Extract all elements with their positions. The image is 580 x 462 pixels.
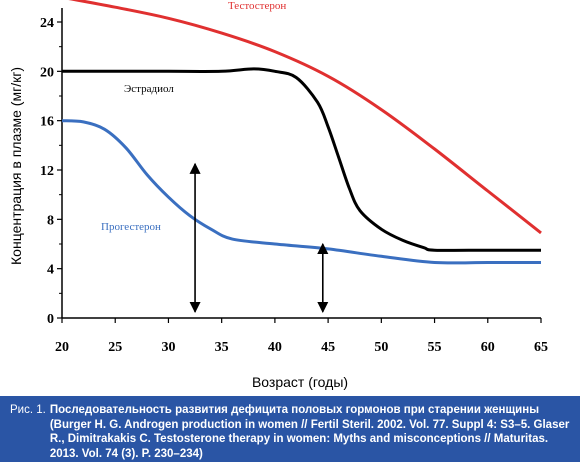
series-line-2 xyxy=(62,119,541,265)
y-tick-label: 12 xyxy=(40,164,54,179)
x-tick-label: 40 xyxy=(268,340,282,355)
series-layer xyxy=(62,0,542,265)
y-tick-label: 4 xyxy=(47,263,54,278)
x-tick-label: 65 xyxy=(534,340,548,355)
x-axis-title: Возраст (годы) xyxy=(252,374,348,390)
x-ticks: 20 25 30 35 40 45 50 55 60 65 xyxy=(55,318,548,355)
series-labels: Тестостерон Эстрадиол Прогестерон xyxy=(101,0,286,233)
caption-number: Рис. 1. xyxy=(10,404,46,416)
y-tick-label: 16 xyxy=(40,115,54,130)
series-line-0 xyxy=(68,0,542,235)
figure-caption: Рис. 1. Последовательность развития дефи… xyxy=(0,396,580,462)
y-ticks: 0 4 8 12 16 20 24 xyxy=(40,16,62,327)
x-tick-label: 25 xyxy=(108,340,122,355)
series-label-2: Прогестерон xyxy=(101,221,161,233)
x-tick-label: 50 xyxy=(374,340,388,355)
series-line-1 xyxy=(62,67,541,252)
annotation-layer xyxy=(189,162,329,313)
chart: 0 4 8 12 16 20 24 20 25 30 35 40 45 50 55 60 65 Тестост… xyxy=(8,0,548,390)
x-tick-label: 60 xyxy=(481,340,495,355)
x-tick-label: 45 xyxy=(321,340,335,355)
y-tick-label: 8 xyxy=(47,213,54,228)
y-tick-label: 20 xyxy=(40,65,54,80)
y-axis-title: Концентрация в плазме (мг/кг) xyxy=(8,67,24,265)
y-tick-label: 24 xyxy=(40,16,54,31)
x-tick-label: 55 xyxy=(428,340,442,355)
x-tick-label: 30 xyxy=(161,340,175,355)
series-label-0: Тестостерон xyxy=(228,0,286,12)
series-label-1: Эстрадиол xyxy=(124,83,174,95)
y-tick-label: 0 xyxy=(47,312,54,327)
caption-text: Последовательность развития дефицита пол… xyxy=(49,404,570,460)
x-tick-label: 20 xyxy=(55,340,69,355)
x-tick-label: 35 xyxy=(215,340,229,355)
